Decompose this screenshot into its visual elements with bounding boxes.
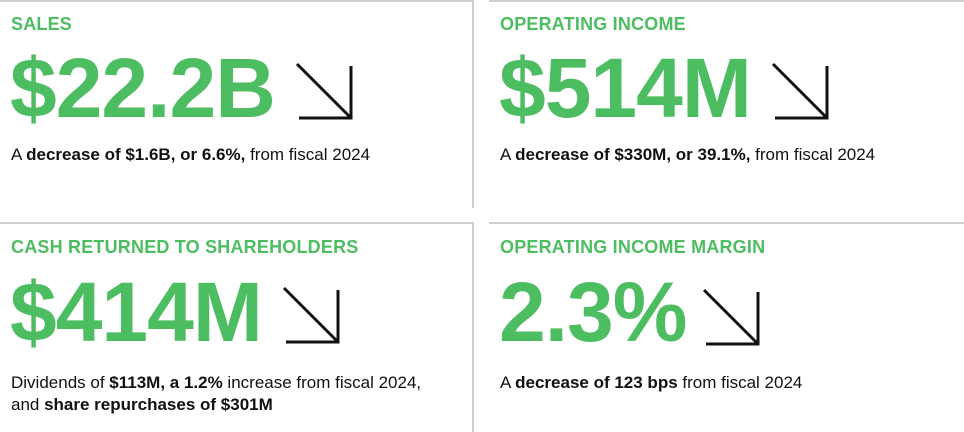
arrow-down-right-icon: [282, 286, 340, 344]
arrow-down-right-icon: [703, 288, 760, 346]
sales-description: A decrease of $1.6B, or 6.6%, from fisca…: [11, 144, 411, 166]
desc-text: from fiscal 2024: [750, 145, 876, 164]
sales-value-row: $22.2B: [10, 42, 355, 134]
sales-card: SALES $22.2B A decrease of $1.6B, or 6.6…: [0, 0, 474, 208]
arrow-down-right-icon: [771, 62, 829, 120]
cash-returned-description: Dividends of $113M, a 1.2% increase from…: [11, 372, 451, 416]
desc-bold: $113M, a 1.2%: [109, 373, 223, 392]
operating-income-margin-value-row: 2.3%: [499, 266, 762, 358]
cash-returned-card: CASH RETURNED TO SHAREHOLDERS $414M Divi…: [0, 222, 474, 432]
operating-income-value-row: $514M: [499, 42, 831, 134]
desc-text: A: [500, 145, 516, 164]
desc-text: from fiscal 2024: [245, 145, 371, 164]
operating-income-margin-value: 2.3%: [499, 265, 687, 359]
operating-income-margin-card: OPERATING INCOME MARGIN 2.3% A decrease …: [489, 222, 964, 432]
operating-income-description: A decrease of $330M, or 39.1%, from fisc…: [500, 144, 900, 166]
operating-income-margin-description: A decrease of 123 bps from fiscal 2024: [500, 372, 900, 394]
operating-income-value: $514M: [499, 41, 752, 135]
cash-returned-label: CASH RETURNED TO SHAREHOLDERS: [11, 237, 359, 257]
sales-label: SALES: [11, 14, 73, 34]
desc-bold: decrease of $1.6B, or 6.6%,: [26, 145, 246, 164]
desc-text: A: [11, 145, 27, 164]
operating-income-label: OPERATING INCOME: [500, 14, 686, 34]
desc-text: Dividends of: [11, 373, 110, 392]
desc-bold: decrease of $330M, or 39.1%,: [515, 145, 751, 164]
desc-text: A: [500, 373, 516, 392]
operating-income-card: OPERATING INCOME $514M A decrease of $33…: [489, 0, 964, 208]
desc-bold: share repurchases of $301M: [44, 395, 273, 414]
sales-value: $22.2B: [10, 41, 276, 135]
desc-bold: decrease of 123 bps: [515, 373, 678, 392]
arrow-down-right-icon: [295, 62, 353, 120]
desc-text: increase from fiscal 2024, and: [11, 373, 422, 414]
cash-returned-value: $414M: [10, 265, 263, 359]
desc-text: from fiscal 2024: [677, 373, 803, 392]
cash-returned-value-row: $414M: [10, 266, 342, 358]
operating-income-margin-label: OPERATING INCOME MARGIN: [500, 237, 766, 257]
